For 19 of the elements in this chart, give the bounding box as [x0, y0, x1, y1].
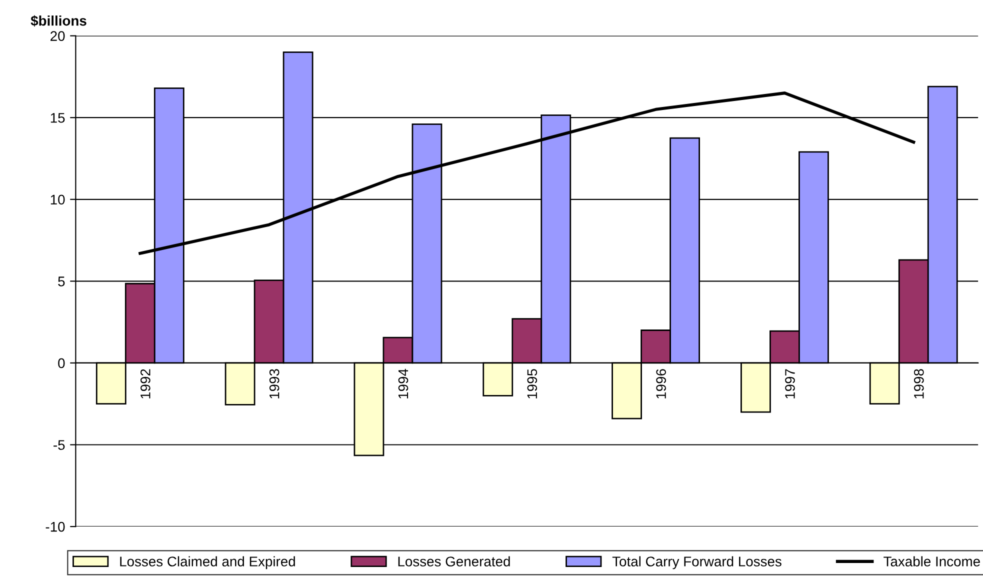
- y-tick-label: 20: [50, 31, 65, 41]
- legend-label: Total Carry Forward Losses: [612, 556, 782, 570]
- x-tick-label: 1994: [398, 368, 408, 398]
- x-tick-label: 1998: [914, 369, 924, 398]
- legend-label: Taxable Income: [884, 556, 980, 566]
- y-axis-title: $billions: [30, 15, 86, 27]
- x-tick-label: 1996: [656, 369, 666, 398]
- y-tick-label: 0: [58, 358, 65, 368]
- legend-label: Losses Claimed and Expired: [120, 556, 295, 570]
- x-tick-label: 1993: [269, 369, 280, 398]
- x-tick-label: 1997: [785, 369, 795, 398]
- legend-label: Losses Generated: [398, 556, 510, 566]
- y-tick-label: -10: [46, 522, 65, 532]
- x-tick-label: 1995: [527, 369, 538, 398]
- x-tick-label: 1992: [140, 369, 150, 398]
- y-tick-label: 5: [58, 276, 65, 286]
- y-tick-label: 10: [50, 194, 65, 205]
- y-tick-label: 15: [50, 113, 65, 123]
- y-tick-label: -5: [54, 440, 65, 450]
